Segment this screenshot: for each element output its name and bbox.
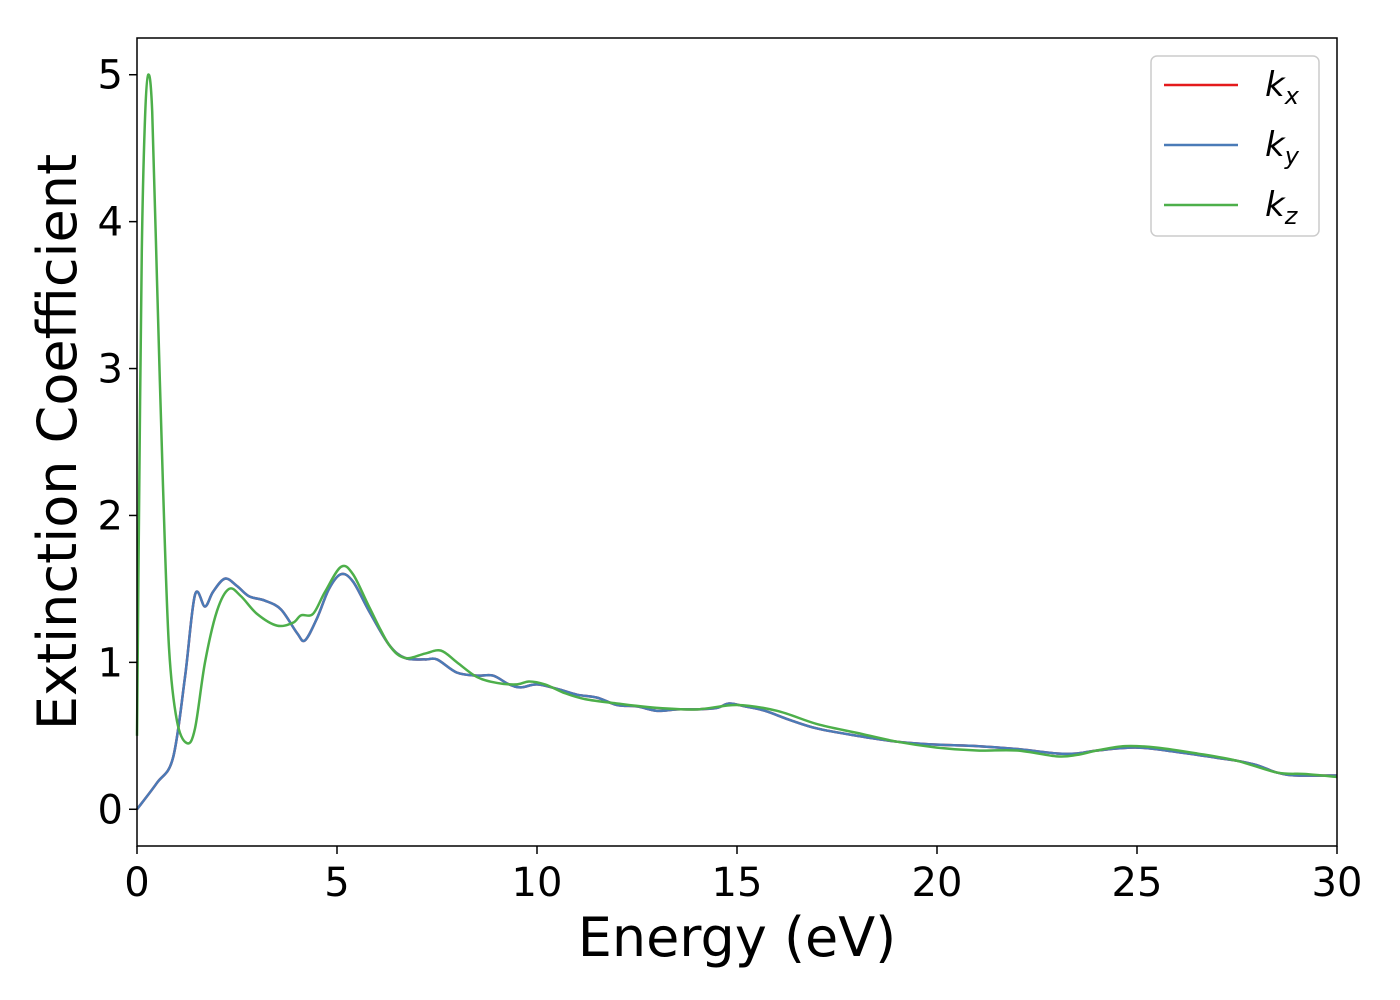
series-line-kz <box>135 73 1338 779</box>
y-axis-label: Extinction Coefficient <box>26 154 89 730</box>
x-axis-ticks: 0 5 10 15 20 25 30 <box>124 846 1362 906</box>
y-tick-label: 2 <box>98 493 123 539</box>
y-tick-label: 3 <box>98 347 123 393</box>
x-tick-label: 0 <box>124 860 149 906</box>
legend-subscript: x <box>1284 82 1300 110</box>
y-axis-ticks: 0 1 2 3 4 5 <box>98 53 137 833</box>
legend-subscript: y <box>1284 142 1300 170</box>
x-axis-label: Energy (eV) <box>578 906 897 969</box>
y-tick-label: 5 <box>98 53 123 99</box>
x-tick-label: 10 <box>512 860 563 906</box>
y-tick-label: 1 <box>98 640 123 686</box>
x-tick-label: 15 <box>712 860 763 906</box>
x-tick-label: 25 <box>1112 860 1163 906</box>
x-tick-label: 20 <box>912 860 963 906</box>
y-tick-label: 4 <box>98 200 123 246</box>
series-lines <box>135 73 1338 811</box>
legend-subscript: z <box>1284 202 1299 230</box>
y-tick-label: 0 <box>98 787 123 833</box>
x-tick-label: 30 <box>1312 860 1363 906</box>
x-tick-label: 5 <box>324 860 349 906</box>
